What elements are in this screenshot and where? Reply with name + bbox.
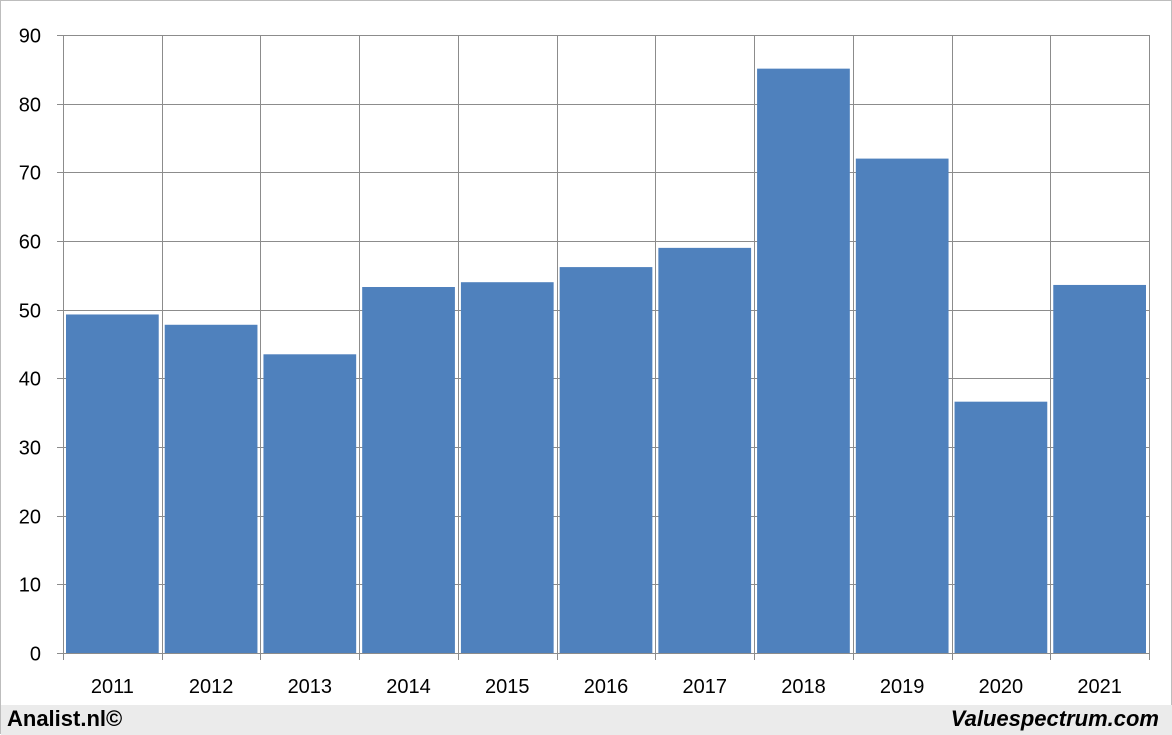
y-tick-label: 80 bbox=[19, 95, 41, 117]
x-tick-label: 2014 bbox=[386, 676, 431, 698]
bar-2013 bbox=[263, 354, 357, 653]
x-tick-label: 2015 bbox=[485, 676, 530, 698]
y-tick-label: 40 bbox=[19, 369, 41, 391]
y-tick-label: 10 bbox=[19, 575, 41, 597]
analist-brand: Analist.nl© bbox=[7, 706, 123, 731]
bar-2016 bbox=[559, 267, 653, 653]
y-tick-label: 50 bbox=[19, 301, 41, 323]
y-tick-label: 70 bbox=[19, 163, 41, 185]
x-tick-label: 2019 bbox=[880, 676, 925, 698]
bar-2021 bbox=[1053, 284, 1146, 653]
footer-bar: Analist.nl© Valuespectrum.com bbox=[1, 705, 1172, 735]
x-tick-label: 2011 bbox=[91, 676, 134, 698]
bars bbox=[66, 68, 1146, 653]
x-tick-labels: 2011 2012 2013 2014 2015 2016 2017 2018 2019 2020… bbox=[91, 676, 1122, 698]
bar-2012 bbox=[164, 324, 258, 653]
x-tick-label: 2020 bbox=[979, 676, 1024, 698]
x-tick-label: 2012 bbox=[189, 676, 234, 698]
x-tick-label: 2018 bbox=[781, 676, 826, 698]
y-tick-label: 30 bbox=[19, 438, 41, 460]
x-tick-label: 2021 bbox=[1077, 676, 1122, 698]
bar-chart: 0 10 20 30 40 50 60 70 80 90 2011 2012 2013 2014 2015… bbox=[19, 26, 1150, 698]
y-tick-label: 60 bbox=[19, 232, 41, 254]
y-tick-labels: 0 10 20 30 40 50 60 70 80 90 bbox=[19, 26, 41, 666]
y-tick-label: 90 bbox=[19, 26, 41, 48]
valuespectrum-brand: Valuespectrum.com bbox=[950, 706, 1159, 731]
x-tick-label: 2013 bbox=[288, 676, 333, 698]
x-tick-label: 2016 bbox=[584, 676, 629, 698]
bar-2019 bbox=[855, 158, 949, 653]
bar-2018 bbox=[757, 68, 850, 653]
bar-2020 bbox=[954, 401, 1048, 653]
y-tick-label: 0 bbox=[30, 644, 41, 666]
x-tick-label: 2017 bbox=[682, 676, 727, 698]
bar-2015 bbox=[460, 282, 554, 653]
axes bbox=[57, 35, 1150, 660]
bar-2017 bbox=[658, 247, 752, 653]
bar-2014 bbox=[362, 287, 455, 653]
bar-2011 bbox=[66, 314, 159, 653]
y-tick-label: 20 bbox=[19, 507, 41, 529]
